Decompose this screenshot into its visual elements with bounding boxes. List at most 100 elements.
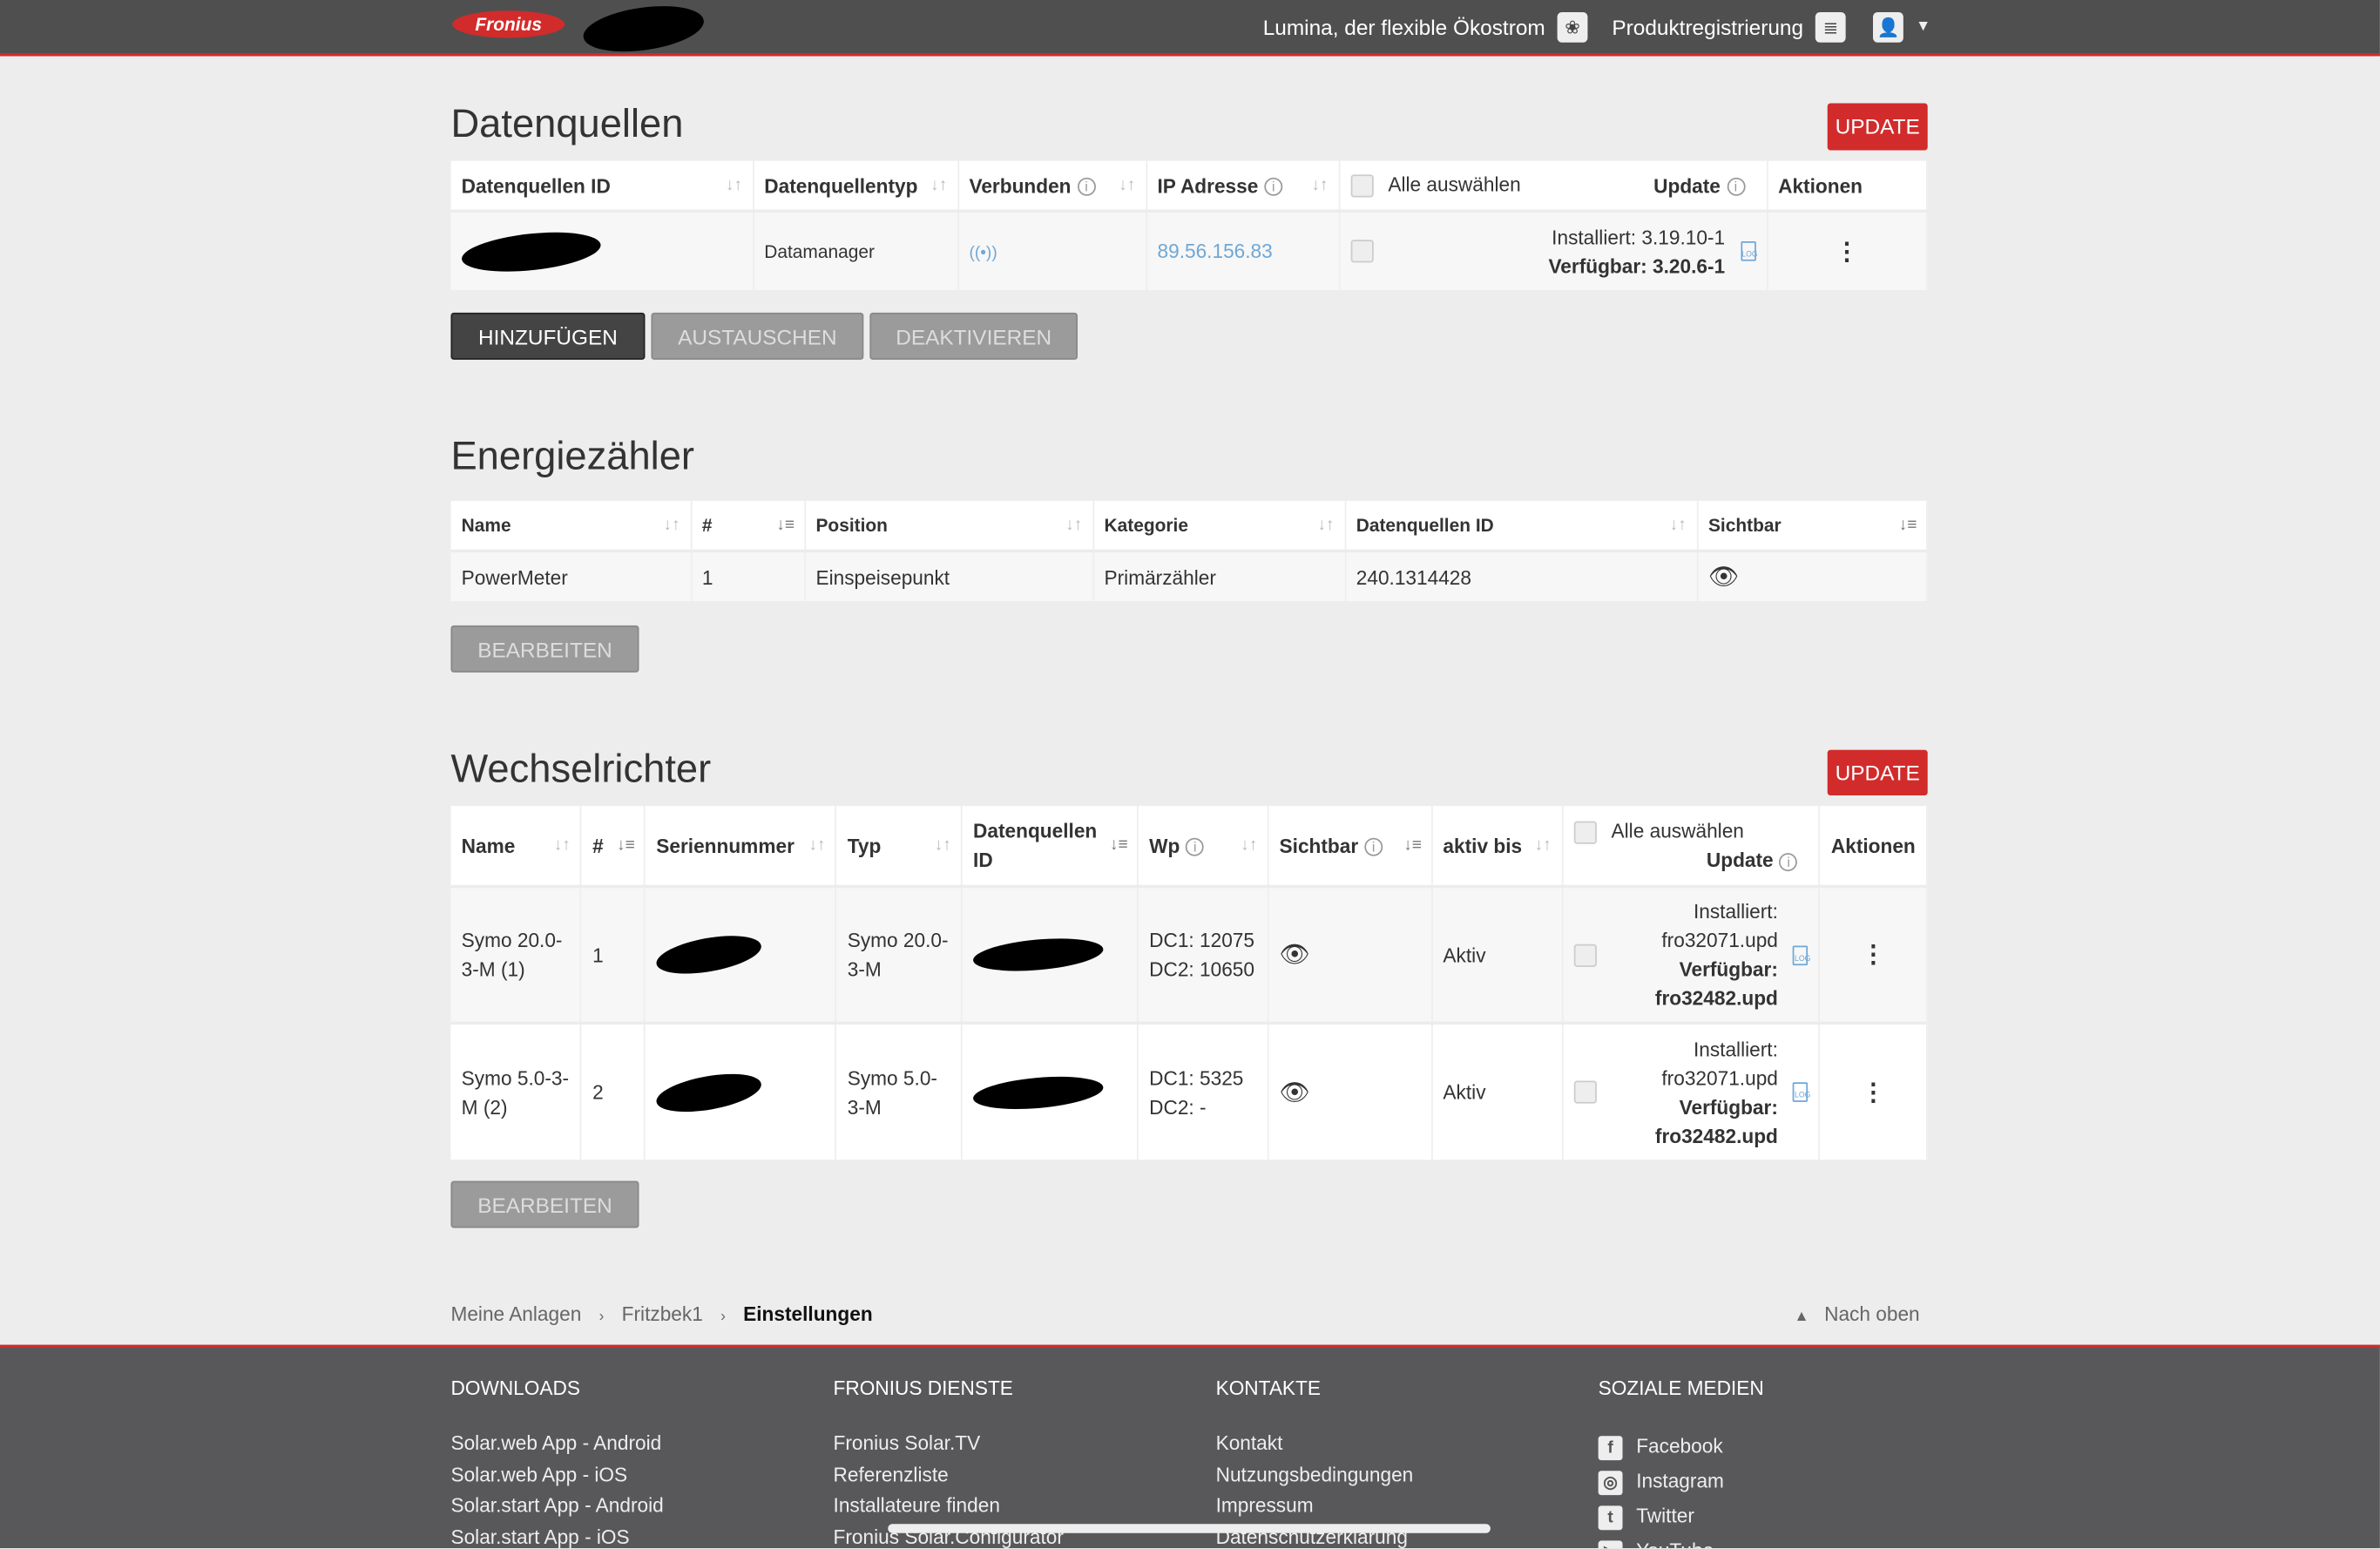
meters-table: Name ↓↑ # ↓≡ Position ↓↑ Kategorie ↓↑ Datenq… [450, 500, 1928, 601]
datasources-update-button[interactable]: UPDATE [1827, 103, 1928, 151]
chevron-down-icon[interactable]: ▼ [1915, 17, 1931, 36]
header-links: Lumina, der flexible Ökostrom ❀ Produktr… [1262, 0, 1931, 53]
col-actions: Aktionen [1767, 160, 1928, 212]
col-number[interactable]: # ↓≡ [690, 500, 806, 551]
breadcrumb-item[interactable]: Fritzbek1 [621, 1302, 703, 1326]
more-actions-icon[interactable]: ⋮ [1835, 239, 1859, 266]
col-source-id[interactable]: Datenquellen ID ↓↑ [1344, 500, 1698, 551]
col-wp[interactable]: Wp i ↓↑ [1138, 806, 1269, 887]
footer-link[interactable]: Solar.web App - Android [450, 1431, 662, 1455]
col-visible[interactable]: Sichtbar ↓≡ [1696, 500, 1928, 551]
footer-link[interactable]: Impressum [1215, 1494, 1314, 1518]
footer-link[interactable]: Installateure finden [833, 1494, 1000, 1518]
log-file-icon[interactable]: LOG [1740, 241, 1758, 261]
footer-heading-social: SOZIALE MEDIEN [1598, 1377, 1764, 1400]
footer-link[interactable]: ▶YouTube [1598, 1533, 1724, 1549]
registration-icon[interactable]: ≣ [1815, 11, 1846, 42]
log-file-icon[interactable]: LOG [1793, 944, 1810, 965]
sort-icon: ↓↑ [1311, 176, 1329, 195]
footer-heading-downloads: DOWNLOADS [450, 1377, 580, 1400]
twitter-icon: t [1598, 1505, 1623, 1531]
col-name[interactable]: Name ↓↑ [450, 806, 582, 887]
sort-icon: ↓↑ [725, 176, 742, 195]
row-checkbox[interactable] [1349, 240, 1373, 263]
redacted-mark [653, 929, 765, 981]
datasources-table: Datenquellen ID ↓↑ Datenquellentyp ↓↑ Verb… [450, 160, 1928, 290]
meters-edit-button[interactable]: BEARBEITEN [450, 625, 639, 673]
leaf-icon[interactable]: ❀ [1557, 11, 1588, 42]
col-number[interactable]: # ↓≡ [581, 806, 646, 887]
table-row: Symo 5.0-3-M (2) 2 Symo 5.0-3-M DC1: 5325… [450, 1023, 1928, 1160]
footer-link[interactable]: Nutzungsbedingungen [1215, 1463, 1414, 1486]
datasource-id-cell [450, 211, 754, 290]
col-type[interactable]: Typ ↓↑ [835, 806, 963, 887]
col-type[interactable]: Datenquellentyp ↓↑ [753, 160, 959, 212]
product-registration-link[interactable]: Produktregistrierung [1612, 14, 1804, 39]
inverters-table: Name ↓↑ # ↓≡ Seriennummer ↓↑ Typ ↓↑ Datenque… [450, 806, 1928, 1160]
lumina-link[interactable]: Lumina, der flexible Ökostrom [1262, 14, 1545, 39]
eye-icon[interactable]: 👁 [1279, 1079, 1310, 1106]
col-category[interactable]: Kategorie ↓↑ [1092, 500, 1346, 551]
col-ip[interactable]: IP Adresse i ↓↑ [1146, 160, 1340, 212]
footer-link[interactable]: Solar.start App - Android [450, 1494, 664, 1518]
select-all-checkbox[interactable] [1572, 821, 1597, 844]
col-active-until[interactable]: aktiv bis ↓↑ [1431, 806, 1563, 887]
redacted-mark [580, 0, 707, 58]
footer-link[interactable]: Solar.web App - iOS [450, 1463, 628, 1486]
sort-icon: ↓↑ [1119, 176, 1136, 195]
add-button[interactable]: HINZUFÜGEN [450, 312, 646, 360]
deactivate-button[interactable]: DEAKTIVIEREN [869, 312, 1078, 360]
more-actions-icon[interactable]: ⋮ [1861, 1079, 1886, 1106]
inverters-update-button[interactable]: UPDATE [1827, 749, 1928, 795]
instagram-icon: ◎ [1598, 1471, 1623, 1496]
meters-title: Energiezähler [450, 432, 694, 478]
footer-link[interactable]: Referenzliste [833, 1463, 949, 1486]
datasources-title: Datenquellen [450, 99, 684, 146]
table-row: Datamanager ((•)) 89.56.156.83 Installie… [450, 211, 1928, 290]
footer-link[interactable]: Kontakt [1215, 1431, 1283, 1455]
horizontal-scrollbar[interactable] [888, 1524, 1491, 1533]
col-position[interactable]: Position ↓↑ [804, 500, 1094, 551]
more-actions-icon[interactable]: ⋮ [1861, 942, 1886, 969]
select-all-checkbox[interactable] [1349, 174, 1373, 198]
footer-link[interactable]: t Twitter [1598, 1498, 1724, 1533]
signal-icon: ((•)) [969, 244, 997, 263]
col-connected[interactable]: Verbunden i ↓↑ [957, 160, 1147, 212]
col-source-id[interactable]: Datenquellen ID ↓≡ [961, 806, 1139, 887]
row-checkbox[interactable] [1572, 1080, 1597, 1104]
log-file-icon[interactable]: LOG [1793, 1082, 1810, 1102]
footer-heading-services: FRONIUS DIENSTE [833, 1377, 1013, 1400]
inverters-edit-button[interactable]: BEARBEITEN [450, 1180, 639, 1228]
breadcrumb-item[interactable]: Meine Anlagen [450, 1302, 582, 1326]
col-actions: Aktionen [1819, 806, 1928, 887]
inverters-title: Wechselrichter [450, 745, 712, 791]
sort-icon: ↓↑ [930, 176, 948, 195]
info-icon: i [1264, 177, 1283, 196]
eye-icon[interactable]: 👁 [1707, 565, 1740, 591]
col-update: Alle auswählen Update i [1338, 160, 1768, 212]
back-to-top-link[interactable]: ▲ Nach oben [1794, 1302, 1920, 1326]
col-visible[interactable]: Sichtbar i ↓≡ [1268, 806, 1433, 887]
connected-cell: ((•)) [957, 211, 1147, 290]
replace-button[interactable]: AUSTAUSCHEN [651, 312, 864, 360]
redacted-mark [971, 934, 1105, 976]
footer-link[interactable]: Solar.start App - iOS [450, 1525, 630, 1549]
update-cell: Installiert: 3.19.10-1 Verfügbar: 3.20.6-… [1338, 211, 1768, 290]
eye-icon[interactable]: 👁 [1279, 942, 1310, 969]
ip-link[interactable]: 89.56.156.83 [1146, 211, 1340, 290]
footer-link[interactable]: Fronius Solar.TV [833, 1431, 981, 1455]
footer-link[interactable]: f Facebook [1598, 1429, 1724, 1464]
type-cell: Datamanager [753, 211, 959, 290]
col-serial[interactable]: Seriennummer ↓↑ [645, 806, 837, 887]
table-row: PowerMeter 1 Einspeisepunkt Primärzähler 240… [450, 551, 1928, 601]
footer-link[interactable]: ◎ Instagram [1598, 1464, 1724, 1498]
row-checkbox[interactable] [1572, 943, 1597, 966]
info-icon: i [1077, 177, 1096, 196]
fronius-logo[interactable]: Fronius [452, 10, 565, 38]
user-icon[interactable]: 👤 [1873, 11, 1904, 42]
redacted-mark [459, 226, 603, 277]
col-name[interactable]: Name ↓↑ [450, 500, 692, 551]
facebook-icon: f [1598, 1436, 1623, 1461]
breadcrumb: Meine Anlagen › Fritzbek1 › Einstellunge… [450, 1302, 873, 1326]
col-datasource-id[interactable]: Datenquellen ID ↓↑ [450, 160, 754, 212]
